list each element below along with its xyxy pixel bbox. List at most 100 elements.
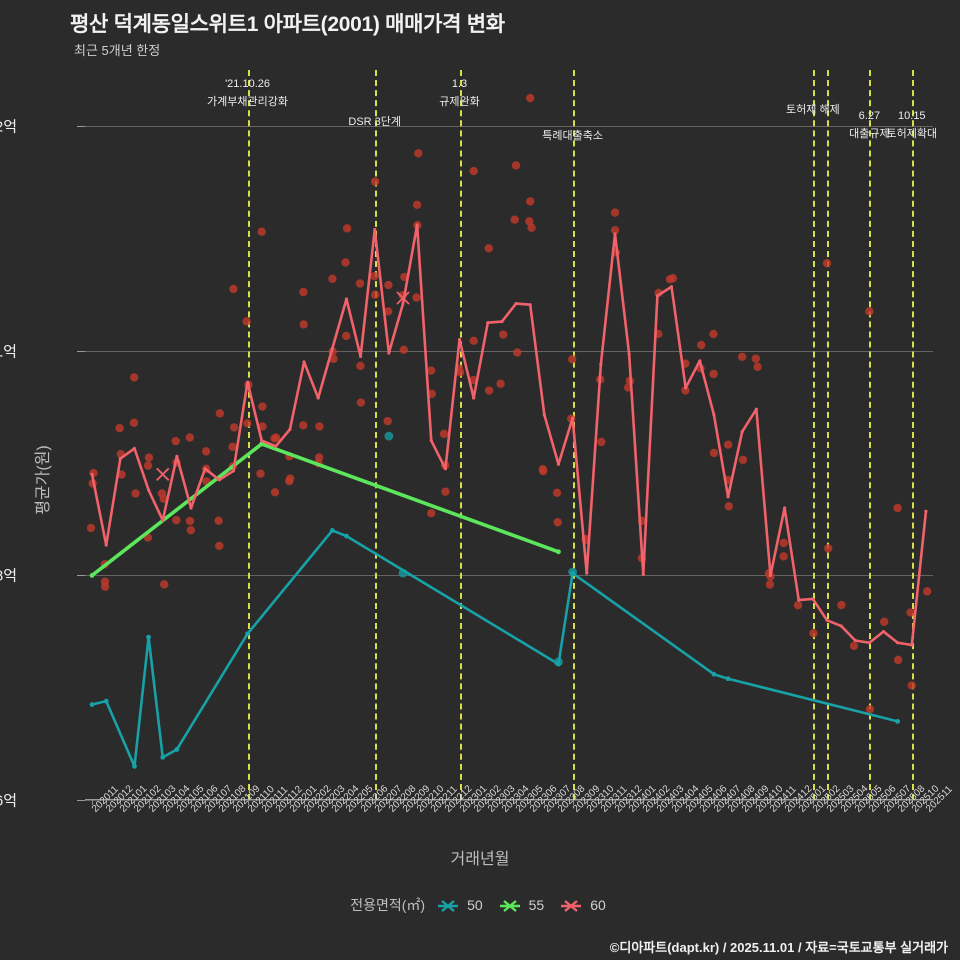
series-marker-60	[401, 302, 405, 306]
scatter-point	[186, 525, 196, 535]
x-axis-tick	[558, 800, 560, 805]
series-marker-60	[443, 467, 447, 471]
annotation-label: 1.3 규제완화	[439, 78, 479, 109]
scatter-point	[115, 423, 124, 433]
scatter-point	[215, 541, 224, 551]
scatter-point	[526, 93, 535, 103]
series-marker-60	[104, 543, 108, 547]
scatter-point	[185, 516, 195, 526]
scatter-point	[723, 440, 733, 449]
x-axis-tick	[176, 800, 178, 805]
annotation-name: 특례대출축소	[542, 130, 603, 142]
scatter-point	[510, 215, 519, 224]
x-axis-tick	[671, 800, 673, 805]
x-axis-tick	[459, 800, 461, 805]
series-marker-60	[655, 294, 660, 298]
scatter-point	[893, 655, 903, 665]
scatter-point	[172, 515, 181, 525]
scatter-point	[399, 345, 409, 355]
scatter-point	[356, 398, 366, 407]
x-axis-tick	[120, 800, 122, 805]
series-marker-60	[811, 597, 815, 601]
x-axis-tick	[685, 800, 687, 805]
x-axis-tick	[106, 800, 108, 805]
series-marker-60	[698, 359, 702, 363]
scatter-point	[681, 386, 690, 395]
x-axis-tick	[812, 800, 814, 805]
series-marker-60	[712, 413, 716, 417]
annotation-label: DSR 3단계	[348, 110, 401, 129]
scatter-point	[342, 331, 351, 341]
x-axis-tick	[388, 800, 390, 805]
series-marker-50	[160, 754, 166, 760]
legend-label-50[interactable]: 50	[467, 897, 483, 913]
legend-title: 전용면적(㎡)	[350, 897, 426, 913]
series-marker-55	[556, 549, 561, 555]
scatter-point	[484, 386, 494, 395]
scatter-point	[341, 258, 350, 267]
scatter-point	[906, 608, 915, 617]
legend-label-60[interactable]: 60	[590, 897, 606, 913]
series-marker-60	[797, 598, 801, 602]
scatter-point	[427, 389, 437, 399]
scatter-point	[384, 280, 393, 290]
x-axis-tick	[332, 800, 334, 805]
scatter-point	[455, 368, 465, 377]
x-axis-tick	[615, 800, 616, 805]
scatter-point	[356, 361, 365, 371]
x-axis-tick	[742, 800, 744, 805]
annotation-name: 대출규제	[849, 128, 890, 140]
scatter-point	[370, 177, 380, 186]
scatter-point	[383, 416, 392, 426]
scatter-point	[201, 447, 211, 456]
x-axis-tick	[501, 800, 503, 805]
series-marker-60	[896, 641, 900, 645]
x-axis-tick	[403, 800, 404, 805]
scatter-point	[143, 461, 153, 470]
scatter-point	[315, 422, 324, 431]
x-axis-tick	[417, 800, 419, 805]
series-marker-60	[132, 446, 137, 451]
series-marker-50	[103, 698, 109, 704]
series-marker-50	[711, 671, 717, 677]
gridline	[85, 800, 933, 801]
series-marker-60	[330, 346, 334, 351]
x-axis-tick	[247, 800, 249, 805]
event-vline	[459, 70, 462, 800]
annotation-name: 토허제 해제	[786, 104, 840, 116]
x-axis-tick	[855, 800, 857, 805]
scatter-layer	[86, 93, 932, 714]
scatter-point	[86, 523, 96, 533]
x-axis-tick	[770, 800, 772, 805]
scatter-point	[230, 423, 239, 432]
series-marker-60	[118, 456, 122, 461]
scatter-point	[412, 200, 422, 209]
series-marker-60	[726, 495, 730, 499]
scatter-point	[414, 149, 423, 158]
scatter-point	[185, 433, 195, 442]
x-axis-tick	[530, 800, 532, 805]
series-marker-60	[147, 488, 151, 492]
annotation-date: 10.15	[898, 110, 926, 122]
scatter-point	[779, 552, 788, 561]
series-marker-60	[302, 360, 306, 364]
annotation-label: 특례대출축소	[542, 124, 603, 143]
series-marker-60	[245, 380, 250, 384]
series-marker-50	[132, 763, 137, 769]
x-axis-tick	[134, 800, 136, 805]
annotation-label: '21.10.26 가계부채관리강화	[207, 78, 288, 109]
scatter-point	[610, 225, 620, 235]
legend-label-55[interactable]: 55	[528, 897, 545, 913]
series-marker-60	[684, 386, 688, 390]
series-marker-60	[486, 321, 490, 325]
series-marker-60	[839, 624, 843, 628]
scatter-point	[525, 217, 534, 226]
series-marker-60	[783, 506, 787, 510]
scatter-point	[469, 166, 478, 176]
page-title: 평산 덕계동일스위트1 아파트(2001) 매매가격 변화	[70, 13, 505, 36]
scatter-point	[893, 503, 902, 513]
scatter-point	[469, 336, 478, 345]
series-marker-50	[725, 676, 731, 682]
scatter-point	[355, 279, 365, 288]
